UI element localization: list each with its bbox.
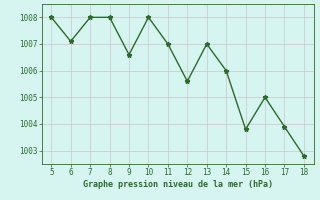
- X-axis label: Graphe pression niveau de la mer (hPa): Graphe pression niveau de la mer (hPa): [83, 180, 273, 189]
